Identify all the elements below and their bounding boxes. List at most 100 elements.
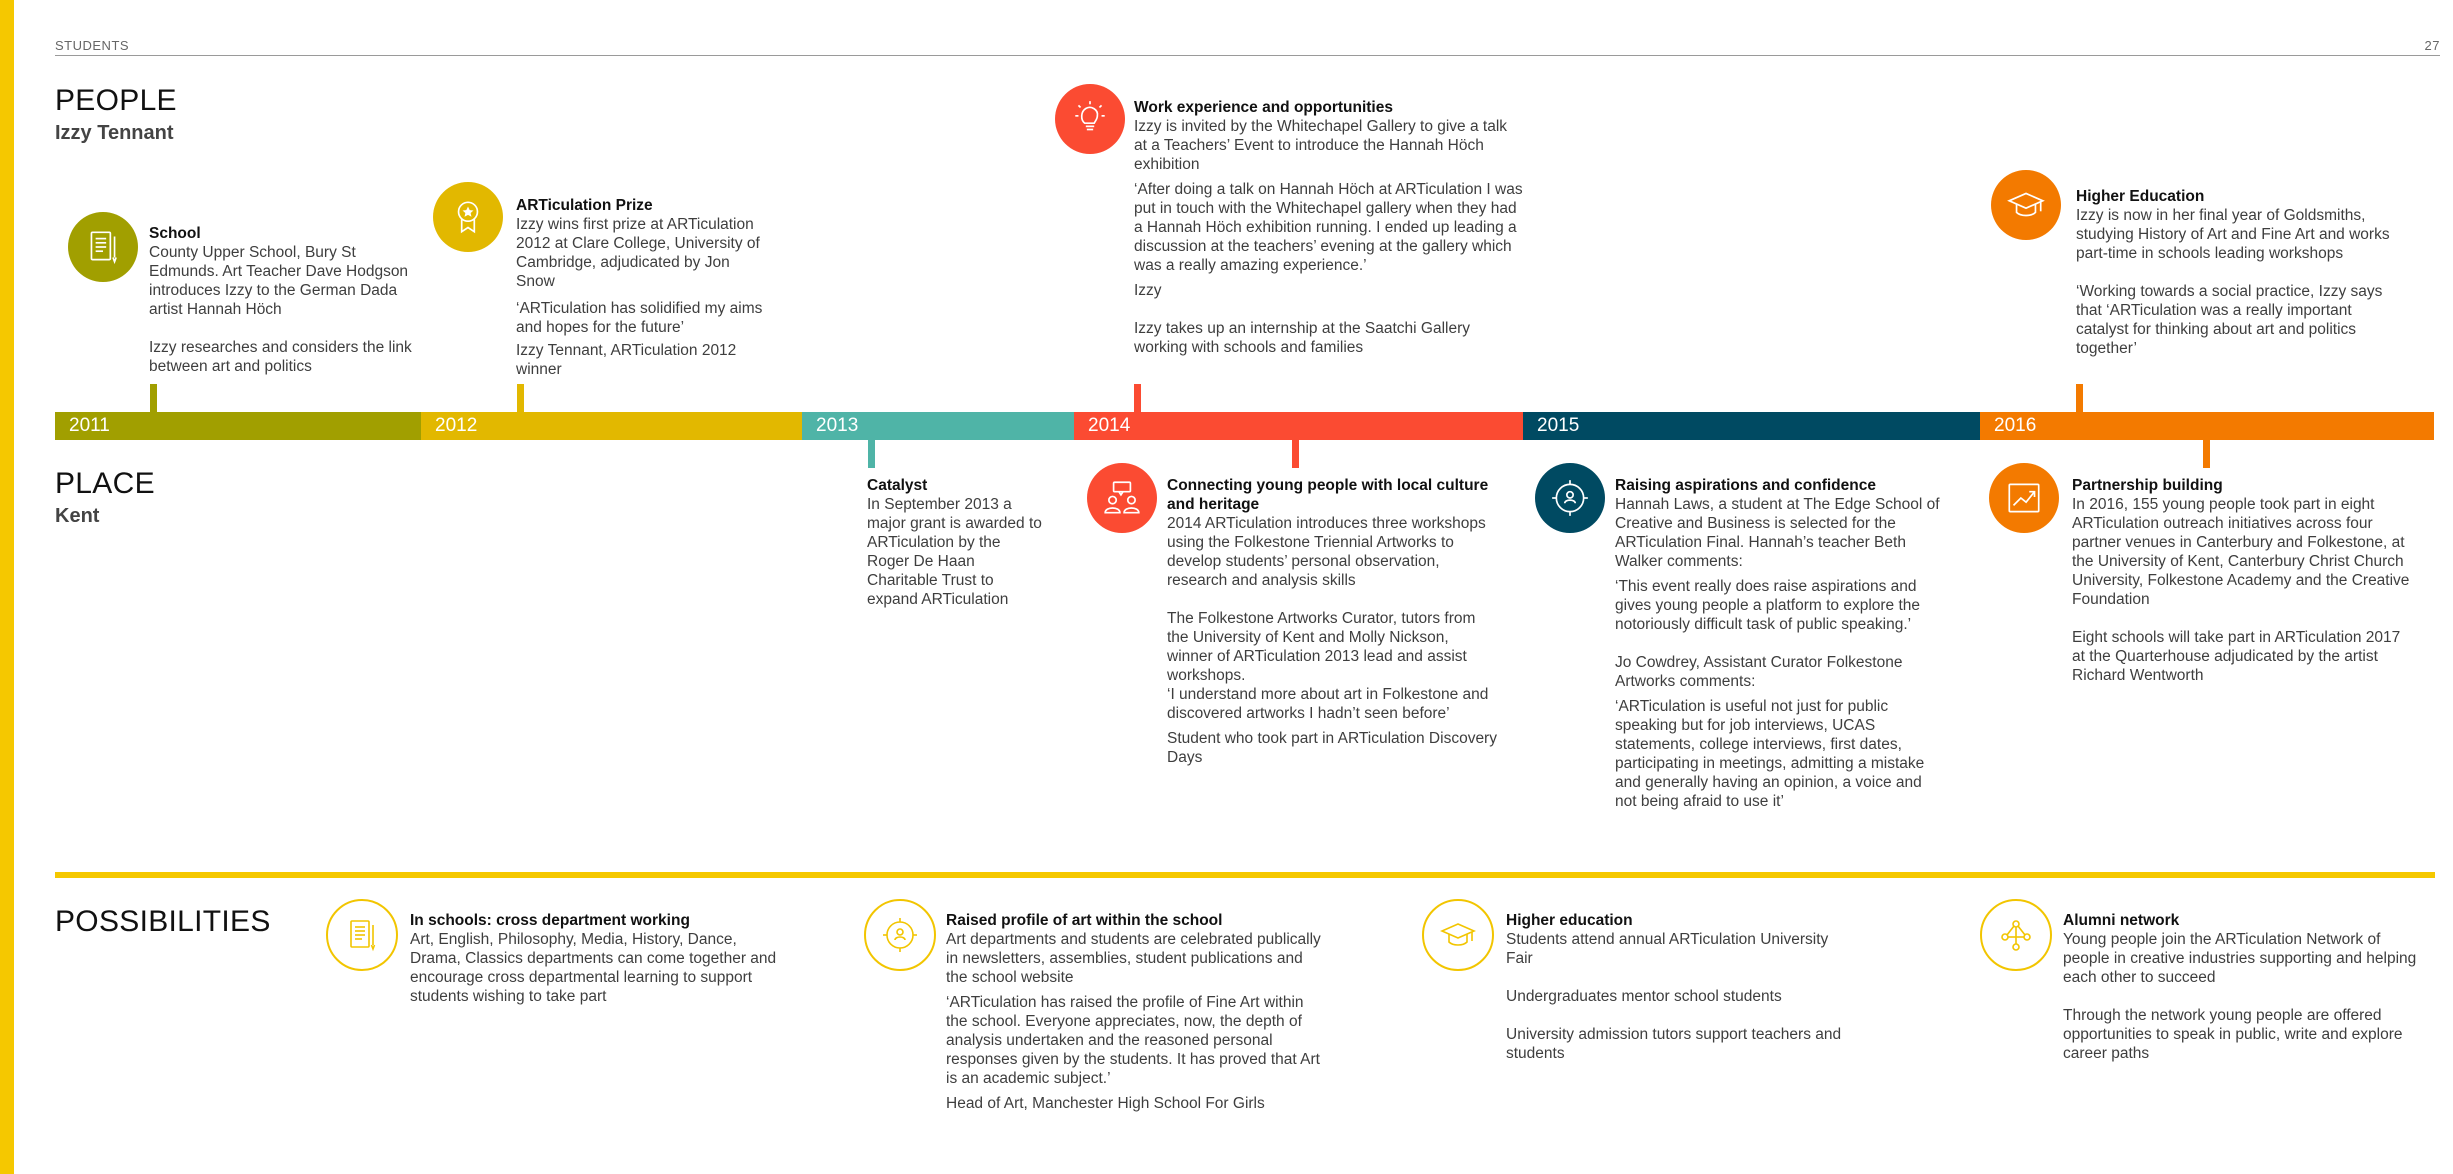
place-item-catalyst: Catalyst In September 2013 a major grant… bbox=[867, 476, 1047, 609]
poss-item-alumni: Alumni network Young people join the ART… bbox=[2063, 911, 2423, 1063]
possibilities-rule bbox=[55, 872, 2435, 878]
people-name: Izzy Tennant bbox=[55, 122, 174, 144]
school-circle bbox=[68, 212, 138, 282]
timeline-2014: 2014 bbox=[1074, 412, 1523, 440]
poss-higher-ed-circle bbox=[1422, 899, 1494, 971]
item-title: Catalyst bbox=[867, 477, 928, 494]
item-text: Izzy is invited by the Whitechapel Galle… bbox=[1134, 118, 1508, 173]
item-text: ‘ARTiculation has solidified my aims and… bbox=[516, 300, 763, 336]
item-text: Izzy is now in her final year of Goldsmi… bbox=[2076, 207, 2390, 262]
timeline-2012: 2012 bbox=[421, 412, 802, 440]
people-network-icon bbox=[2001, 920, 2031, 951]
item-text: County Upper School, Bury St Edmunds. Ar… bbox=[149, 244, 409, 318]
place-item-connecting: Connecting young people with local cultu… bbox=[1167, 476, 1497, 767]
timeline-2016: 2016 bbox=[1980, 412, 2434, 440]
timeline-tick bbox=[1134, 384, 1141, 412]
poss-item-profile: Raised profile of art within the school … bbox=[946, 911, 1326, 1113]
timeline-tick bbox=[1292, 440, 1299, 468]
people-title: PEOPLE bbox=[55, 84, 177, 117]
notebook-pen-icon bbox=[90, 231, 117, 265]
connecting-circle bbox=[1087, 463, 1157, 533]
poss-alumni-circle bbox=[1980, 899, 2052, 971]
item-text: Undergraduates mentor school students bbox=[1506, 988, 1782, 1005]
people-item-prize: ARTiculation Prize Izzy wins first prize… bbox=[516, 196, 766, 379]
people-item-school: School County Upper School, Bury St Edmu… bbox=[149, 224, 414, 376]
item-title: Work experience and opportunities bbox=[1134, 99, 1393, 116]
item-text: Izzy takes up an internship at the Saatc… bbox=[1134, 320, 1471, 356]
graduation-cap-icon bbox=[2007, 192, 2045, 217]
growth-chart-icon bbox=[2008, 483, 2040, 513]
item-text: Art departments and students are celebra… bbox=[946, 931, 1321, 986]
item-text: Izzy Tennant, ARTiculation 2012 winner bbox=[516, 342, 737, 378]
item-text: Student who took part in ARTiculation Di… bbox=[1167, 730, 1497, 766]
person-network-icon bbox=[1552, 480, 1588, 516]
item-text: Izzy researches and considers the link b… bbox=[149, 339, 412, 375]
notebook-pen-icon bbox=[350, 920, 376, 952]
item-title: In schools: cross department working bbox=[410, 912, 690, 929]
item-text: ‘ARTiculation has raised the profile of … bbox=[946, 994, 1320, 1087]
timeline-tick bbox=[150, 384, 157, 412]
raising-circle bbox=[1535, 463, 1605, 533]
timeline-2013: 2013 bbox=[802, 412, 1074, 440]
item-title: Raising aspirations and confidence bbox=[1615, 477, 1876, 494]
item-text: Young people join the ARTiculation Netwo… bbox=[2063, 931, 2417, 986]
poss-item-schools: In schools: cross department working Art… bbox=[410, 911, 790, 1006]
item-text: In September 2013 a major grant is award… bbox=[867, 496, 1042, 608]
item-text: Hannah Laws, a student at The Edge Schoo… bbox=[1615, 496, 1940, 570]
graduation-cap-icon bbox=[1440, 923, 1476, 946]
item-text: ‘After doing a talk on Hannah Höch at AR… bbox=[1134, 181, 1523, 274]
left-accent-bar bbox=[0, 0, 14, 1174]
item-title: School bbox=[149, 225, 201, 242]
place-name: Kent bbox=[55, 505, 100, 527]
timeline-2015: 2015 bbox=[1523, 412, 1980, 440]
page-number: 27 bbox=[2424, 38, 2440, 53]
item-text: 2014 ARTiculation introduces three works… bbox=[1167, 515, 1486, 589]
item-text: Students attend annual ARTiculation Univ… bbox=[1506, 931, 1829, 967]
section-header: STUDENTS bbox=[55, 38, 130, 53]
item-title: Higher education bbox=[1506, 912, 1633, 929]
work-circle bbox=[1055, 84, 1125, 154]
poss-item-higher-ed: Higher education Students attend annual … bbox=[1506, 911, 1856, 1063]
partnership-circle bbox=[1989, 463, 2059, 533]
item-text: University admission tutors support teac… bbox=[1506, 1026, 1842, 1062]
item-title: ARTiculation Prize bbox=[516, 197, 653, 214]
prize-circle bbox=[433, 182, 503, 252]
item-title: Connecting young people with local cultu… bbox=[1167, 477, 1489, 513]
item-text: Izzy bbox=[1134, 282, 1162, 299]
place-title: PLACE bbox=[55, 467, 155, 500]
item-title: Partnership building bbox=[2072, 477, 2223, 494]
item-title: Alumni network bbox=[2063, 912, 2180, 929]
award-medal-icon bbox=[457, 201, 479, 234]
item-text: ‘ARTiculation is useful not just for pub… bbox=[1615, 698, 1925, 810]
timeline-2011: 2011 bbox=[55, 412, 421, 440]
item-text: Jo Cowdrey, Assistant Curator Folkestone… bbox=[1615, 654, 1903, 690]
item-text: Head of Art, Manchester High School For … bbox=[946, 1095, 1265, 1112]
place-item-partnership: Partnership building In 2016, 155 young … bbox=[2072, 476, 2417, 685]
higher-ed-circle bbox=[1991, 170, 2061, 240]
item-text: Art, English, Philosophy, Media, History… bbox=[410, 931, 777, 1005]
timeline-tick bbox=[868, 440, 875, 468]
item-title: Raised profile of art within the school bbox=[946, 912, 1223, 929]
poss-profile-circle bbox=[864, 899, 936, 971]
item-text: ‘I understand more about art in Folkesto… bbox=[1167, 686, 1489, 722]
people-speech-icon bbox=[1104, 481, 1140, 514]
people-item-work: Work experience and opportunities Izzy i… bbox=[1134, 98, 1524, 357]
item-text: ‘This event really does raise aspiration… bbox=[1615, 578, 1921, 633]
possibilities-title: POSSIBILITIES bbox=[55, 905, 271, 938]
item-text: Izzy wins first prize at ARTiculation 20… bbox=[516, 216, 760, 290]
timeline-tick bbox=[517, 384, 524, 412]
timeline-tick bbox=[2203, 440, 2210, 468]
header-rule bbox=[55, 55, 2440, 56]
lightbulb-icon bbox=[1075, 101, 1105, 131]
item-text: Eight schools will take part in ARTicula… bbox=[2072, 629, 2401, 684]
person-network-icon bbox=[883, 918, 917, 952]
item-text: In 2016, 155 young people took part in e… bbox=[2072, 496, 2410, 608]
timeline-tick bbox=[2076, 384, 2083, 412]
item-title: Higher Education bbox=[2076, 188, 2205, 205]
people-item-higher-ed: Higher Education Izzy is now in her fina… bbox=[2076, 187, 2406, 358]
place-item-raising: Raising aspirations and confidence Hanna… bbox=[1615, 476, 1945, 811]
item-text: ‘Working towards a social practice, Izzy… bbox=[2076, 283, 2383, 357]
item-text: The Folkestone Artworks Curator, tutors … bbox=[1167, 610, 1476, 684]
item-text: Through the network young people are off… bbox=[2063, 1007, 2403, 1062]
poss-schools-circle bbox=[326, 899, 398, 971]
